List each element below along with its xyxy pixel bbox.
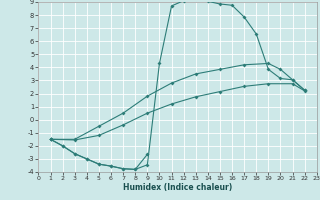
X-axis label: Humidex (Indice chaleur): Humidex (Indice chaleur) — [123, 183, 232, 192]
